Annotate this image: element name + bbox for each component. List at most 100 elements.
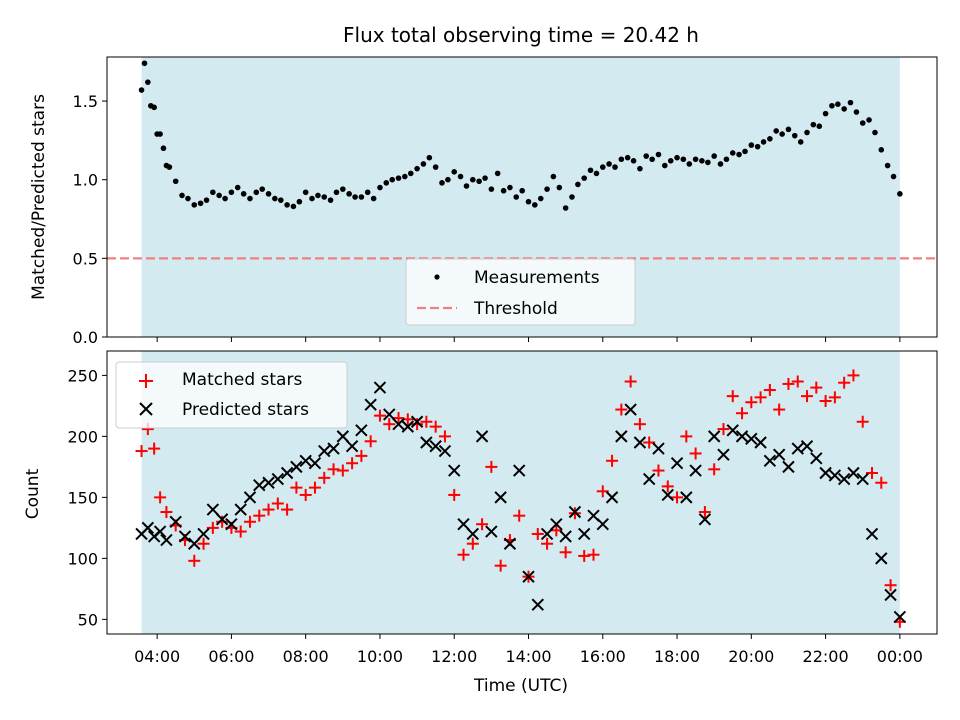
predicted-point (308, 457, 322, 470)
predicted-point (865, 527, 879, 541)
matched-point (262, 503, 275, 516)
measurement-point (157, 131, 163, 137)
x-tick-label: 00:00 (877, 647, 923, 666)
measurement-point (810, 121, 817, 128)
matched-point (745, 396, 758, 409)
bottom-y-tick-label: 100 (67, 549, 98, 568)
matched-point (154, 491, 167, 504)
measurement-point (754, 143, 761, 150)
measurement-point (884, 162, 891, 169)
predicted-point (153, 525, 167, 538)
matched-point (884, 579, 897, 592)
measurement-point (370, 195, 377, 202)
measurement-point (550, 173, 557, 180)
matched-point (346, 457, 359, 470)
predicted-point (772, 448, 786, 461)
bottom-plot-frame (106, 350, 938, 635)
measurement-point (575, 181, 581, 188)
predicted-point (875, 552, 888, 565)
predicted-point (280, 466, 294, 480)
matched-point (457, 548, 470, 561)
measurement-point (736, 151, 742, 158)
matched-point (875, 476, 888, 489)
measurement-point (773, 128, 779, 134)
bottom-y-axis: 50 100 150 200 250 (67, 366, 107, 629)
matched-point (271, 497, 284, 510)
measurement-point (822, 110, 829, 117)
measurement-point (439, 180, 445, 186)
predicted-point (837, 472, 851, 486)
predicted-point (810, 452, 823, 465)
measurement-point (562, 205, 569, 211)
bottom-legend: Matched stars Predicted stars (115, 361, 348, 429)
matched-point (624, 375, 637, 388)
legend-predicted-marker (139, 402, 153, 416)
measurement-point (259, 186, 266, 192)
measurement-point (643, 153, 650, 159)
predicted-point (345, 439, 359, 453)
measurement-point (624, 154, 631, 161)
matched-point (466, 537, 479, 550)
predicted-point (577, 527, 591, 541)
x-tick-label: 14:00 (505, 647, 551, 666)
predicted-point (141, 521, 155, 535)
matched-point (791, 375, 804, 388)
measurement-point (537, 195, 544, 202)
predicted-point (707, 430, 721, 443)
top-plot-frame (106, 56, 938, 338)
predicted-point (819, 466, 832, 480)
matched-point (531, 527, 544, 540)
measurement-point (525, 198, 532, 205)
top-y-axis-label: Matched/Predicted stars (29, 94, 49, 300)
predicted-point (596, 518, 609, 531)
measurement-point (878, 147, 885, 153)
x-tick-label: 10:00 (357, 647, 403, 666)
top-y-axis: 0.0 0.5 1.0 1.5 (73, 92, 107, 347)
predicted-point (448, 464, 461, 477)
matched-point (197, 537, 210, 550)
matched-point (671, 491, 684, 504)
predicted-point (466, 527, 480, 541)
matched-point (290, 481, 303, 494)
x-tick-label: 08:00 (283, 647, 329, 666)
matched-point (717, 423, 730, 436)
measurement-point (519, 187, 525, 194)
bottom-panel: 50 100 150 200 250 04:00 06:00 08:00 10:00 12:00… (23, 350, 938, 696)
predicted-point (215, 513, 229, 526)
matched-point (355, 449, 368, 462)
measurement-point (402, 173, 408, 180)
x-axis-label: Time (UTC) (473, 676, 568, 696)
measurement-point (729, 150, 736, 156)
predicted-point (383, 408, 396, 421)
measurement-point (680, 156, 687, 163)
matched-point (754, 391, 767, 404)
x-tick-label: 22:00 (803, 647, 849, 666)
matched-point (364, 435, 377, 448)
predicted-point (847, 466, 860, 480)
predicted-point (661, 488, 674, 502)
measurement-point (445, 176, 451, 183)
matched-point (392, 412, 405, 425)
measurement-point (630, 158, 637, 164)
measurement-point (166, 164, 173, 170)
measurement-point (581, 175, 588, 181)
matched-point (420, 415, 433, 428)
predicted-point (392, 417, 405, 431)
x-tick-label: 12:00 (431, 647, 477, 666)
matched-point (485, 460, 498, 473)
predicted-point (438, 444, 452, 458)
matched-point (596, 485, 609, 498)
matched-point (633, 418, 646, 431)
predicted-point (605, 491, 619, 504)
measurement-point (203, 197, 210, 203)
predicted-point (633, 436, 647, 449)
predicted-point (522, 570, 535, 583)
measurement-point (593, 170, 600, 177)
measurement-point (457, 173, 464, 180)
matched-point (336, 464, 349, 477)
matched-point (801, 390, 814, 403)
measurement-point (717, 161, 724, 167)
predicted-point (884, 588, 897, 602)
bottom-y-tick-label: 50 (78, 610, 98, 629)
measurement-point (185, 195, 191, 202)
